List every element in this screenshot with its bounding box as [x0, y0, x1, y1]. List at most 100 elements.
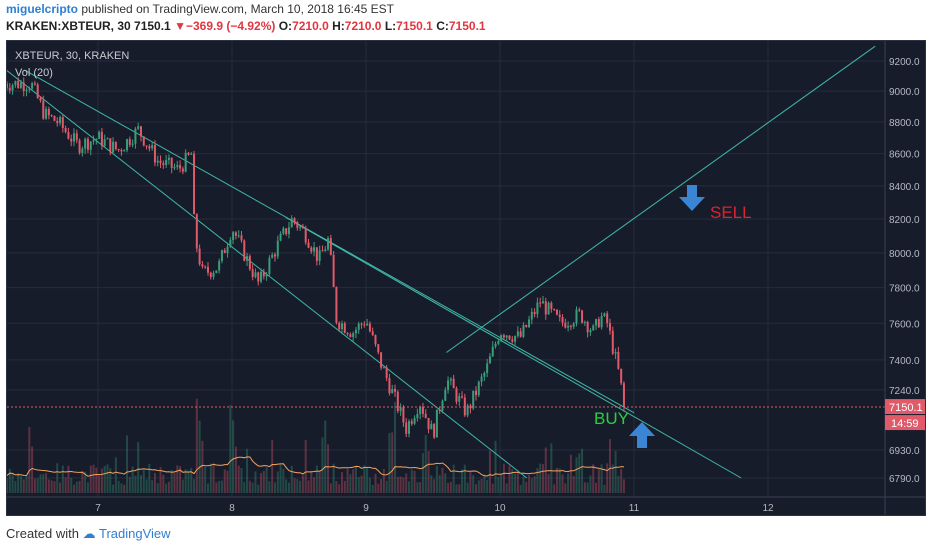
candle-body: [120, 150, 122, 151]
volume-bar: [503, 464, 505, 493]
volume-bar: [277, 471, 279, 493]
candle-body: [162, 163, 164, 165]
candle-body: [589, 330, 591, 332]
candle-body: [48, 109, 50, 115]
support-line-line: [286, 217, 742, 478]
y-tick-label: 7600.0: [889, 319, 920, 330]
volume-bar: [349, 474, 351, 493]
volume-bar: [90, 466, 92, 493]
candle-body: [506, 336, 508, 338]
volume-bar: [229, 405, 231, 493]
volume-bar: [232, 420, 234, 493]
candle-body: [394, 389, 396, 392]
volume-bar: [260, 473, 262, 493]
candle-body: [623, 383, 625, 407]
volume-bar: [173, 473, 175, 493]
volume-bar: [475, 484, 477, 493]
price-chart[interactable]: 9200.0 9000.0 8800.0 8600.0 8400.0 8200.0 8000…: [7, 41, 925, 515]
candle-body: [65, 128, 67, 132]
candle-body: [324, 249, 326, 251]
volume-bar: [492, 484, 494, 493]
candle-body: [252, 269, 254, 277]
volume-legend: Vol (20): [15, 67, 53, 79]
volume-bar: [79, 481, 81, 493]
candle-body: [478, 382, 480, 395]
candle-body: [439, 410, 441, 411]
candle-body: [497, 341, 499, 344]
time-axis: 7 8 9 10 11 12: [7, 497, 925, 514]
volume-bar: [495, 441, 497, 493]
candle-body: [28, 89, 30, 90]
volume-bar: [570, 455, 572, 493]
candle-body: [358, 324, 360, 330]
candles: [7, 77, 625, 439]
volume-bar: [592, 464, 594, 493]
candle-body: [137, 126, 139, 128]
volume-bar: [215, 482, 217, 493]
author-link[interactable]: miguelcripto: [6, 2, 78, 16]
candle-body: [425, 414, 427, 418]
volume-bar: [31, 447, 33, 493]
candle-body: [224, 250, 226, 253]
volume-bar: [388, 433, 390, 493]
volume-bar: [62, 466, 64, 493]
volume-bar: [227, 471, 229, 493]
volume-bar: [542, 464, 544, 493]
volume-bar: [581, 449, 583, 493]
candle-body: [349, 334, 351, 337]
volume-bar: [428, 451, 430, 493]
volume-bar: [411, 470, 413, 493]
down-arrow-icon: [679, 185, 705, 211]
volume-bar: [478, 480, 480, 493]
volume-bar: [93, 465, 95, 493]
volume-bar: [453, 465, 455, 493]
volume-bar: [397, 477, 399, 493]
candle-body: [444, 390, 446, 401]
candle-body: [207, 267, 209, 273]
volume-bar: [307, 480, 309, 493]
candle-body: [327, 238, 329, 249]
volume-bar: [489, 451, 491, 493]
candle-body: [517, 331, 519, 335]
candle-body: [45, 109, 47, 119]
volume-bar: [56, 463, 58, 493]
volume-bar: [464, 465, 466, 493]
volume-bar: [327, 444, 329, 493]
candle-body: [587, 322, 589, 332]
volume-bar: [436, 466, 438, 493]
volume-bar: [414, 471, 416, 493]
candle-body: [553, 309, 555, 310]
volume-bar: [623, 479, 625, 493]
volume-bar: [615, 451, 617, 493]
candle-body: [168, 158, 170, 160]
volume-bar: [483, 475, 485, 493]
chart-panel[interactable]: 9200.0 9000.0 8800.0 8600.0 8400.0 8200.0 8000…: [6, 40, 926, 516]
volume-bar: [573, 476, 575, 493]
candle-body: [598, 319, 600, 327]
volume-bar: [154, 473, 156, 493]
volume-bar: [455, 484, 457, 493]
volume-bar: [193, 479, 195, 493]
candle-body: [285, 228, 287, 234]
volume-bar: [341, 472, 343, 493]
x-tick-label: 9: [363, 503, 369, 514]
candle-body: [243, 240, 245, 260]
volume-bar: [182, 480, 184, 493]
candle-body: [157, 161, 159, 163]
volume-bar: [17, 473, 19, 493]
tradingview-link[interactable]: TradingView: [99, 526, 171, 541]
x-tick-label: 7: [95, 503, 101, 514]
volume-bar: [486, 480, 488, 493]
volume-bar: [450, 482, 452, 493]
volume-bar: [98, 476, 100, 493]
candle-body: [126, 139, 128, 150]
footer: Created with ☁ TradingView: [6, 526, 171, 542]
volume-bar: [274, 482, 276, 493]
y-tick-label: 7400.0: [889, 356, 920, 367]
volume-bar: [112, 485, 114, 493]
volume-bar: [324, 421, 326, 493]
candle-body: [143, 137, 145, 146]
volume-bar: [51, 480, 53, 493]
candle-body: [176, 165, 178, 167]
volume-bar: [606, 463, 608, 493]
